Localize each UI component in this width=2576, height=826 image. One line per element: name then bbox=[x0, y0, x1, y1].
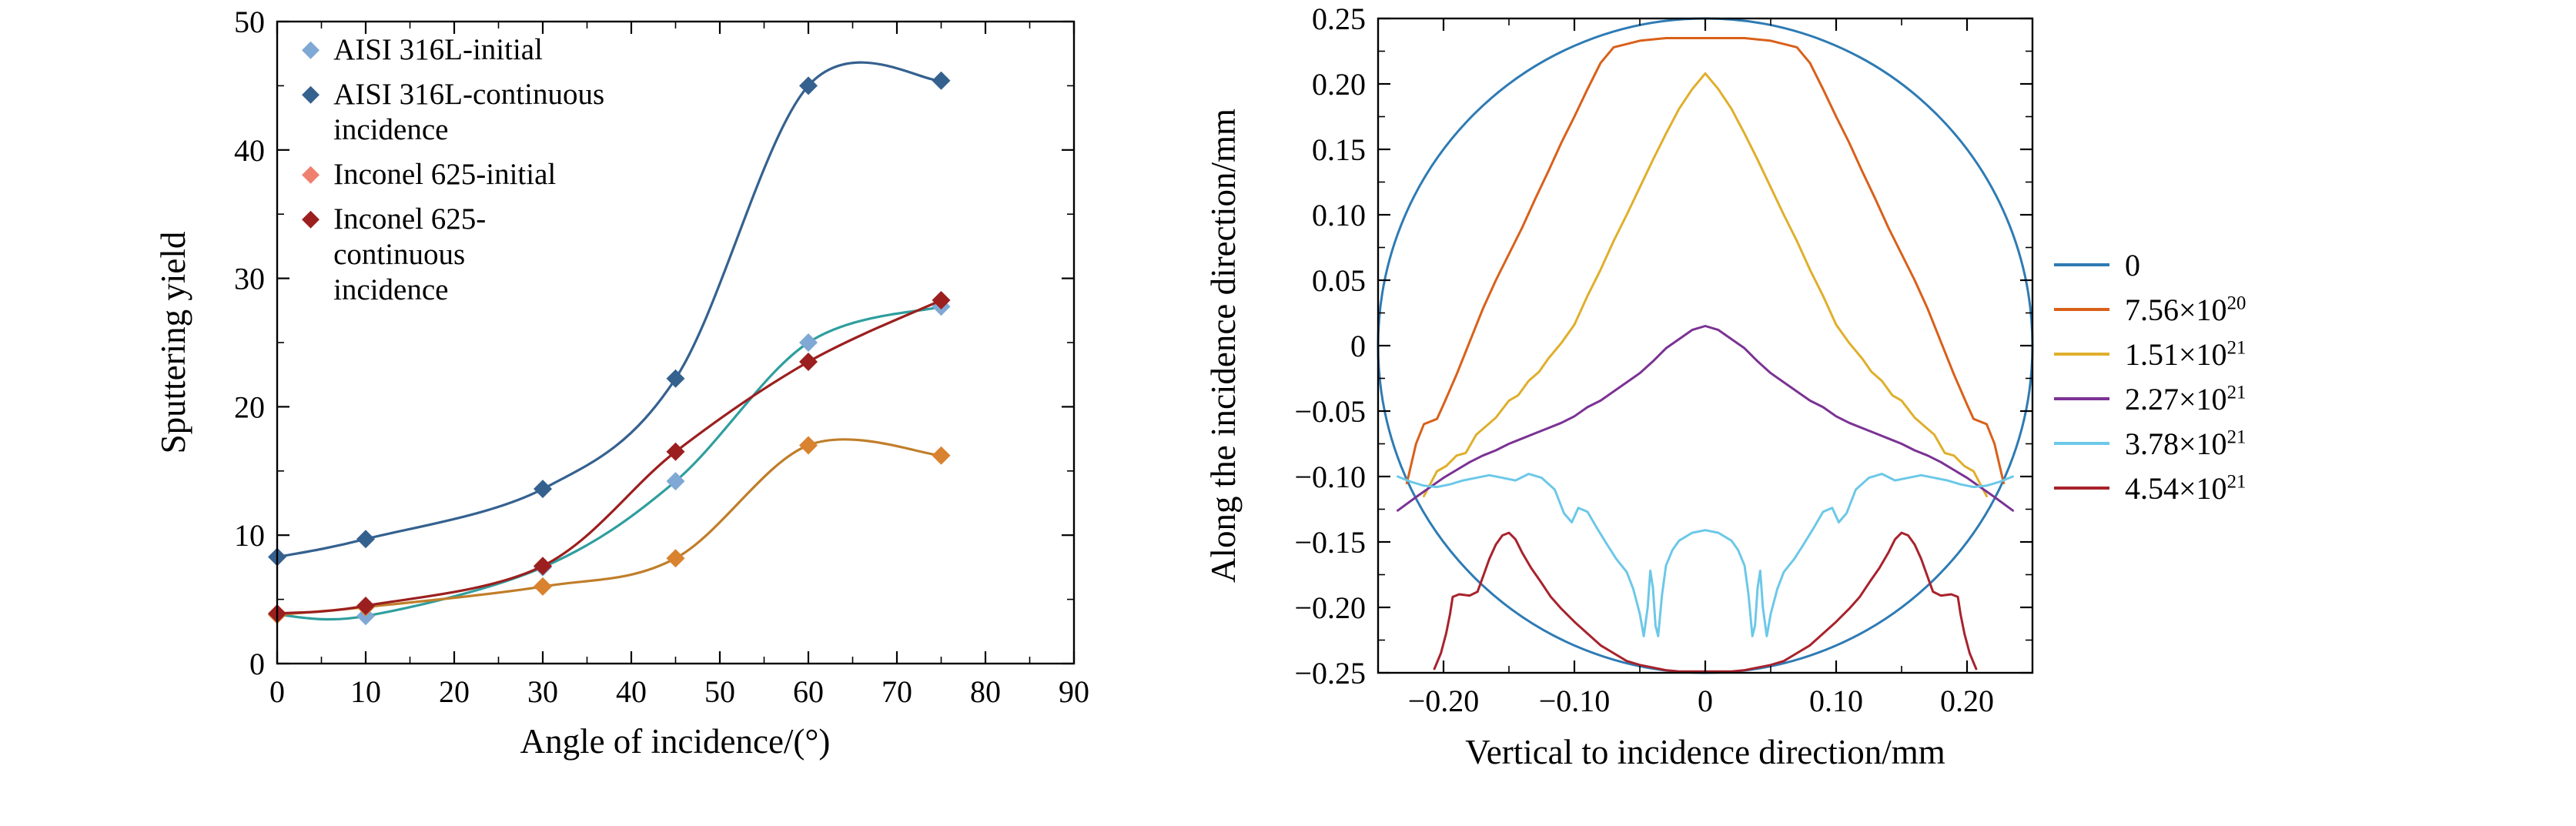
legend-label: 1.51×1021 bbox=[2125, 336, 2246, 372]
legend-line-sample bbox=[2054, 442, 2109, 445]
right-chart-legend: 0 7.56×1020 1.51×1021 2.27×1021 3.78×1021 4.5… bbox=[2054, 247, 2246, 506]
x-tick-label: 10 bbox=[350, 674, 381, 709]
x-tick-label: 50 bbox=[704, 674, 735, 709]
legend-marker-diamond: ◆ bbox=[302, 160, 320, 188]
x-tick-label: 0.20 bbox=[1940, 684, 1994, 718]
x-tick-label: 30 bbox=[527, 674, 558, 709]
legend-line-sample bbox=[2054, 397, 2109, 400]
x-tick-label: 40 bbox=[616, 674, 647, 709]
y-tick-label: 0 bbox=[249, 647, 265, 681]
left-chart-legend: ◆ AISI 316L-initial ◆ AISI 316L-continuous … bbox=[302, 32, 604, 308]
data-marker-diamond bbox=[534, 480, 552, 499]
legend-line-sample bbox=[2054, 353, 2109, 356]
y-tick-label: −0.10 bbox=[1294, 460, 1366, 494]
y-tick-label: −0.20 bbox=[1294, 590, 1366, 625]
data-marker-diamond bbox=[666, 549, 685, 568]
legend-label: 7.56×1020 bbox=[2125, 292, 2246, 327]
legend-label: 2.27×1021 bbox=[2125, 381, 2246, 416]
y-tick-label: 0.20 bbox=[1312, 67, 1366, 102]
legend-item: ◆ Inconel 625- continuous incidence bbox=[302, 202, 604, 308]
series-7.56e20 bbox=[1405, 37, 2006, 484]
y-tick-label: 0.25 bbox=[1312, 2, 1366, 36]
legend-label: AISI 316L-initial bbox=[333, 33, 543, 66]
data-marker-diamond bbox=[534, 557, 552, 576]
legend-item: 3.78×1021 bbox=[2054, 426, 2246, 461]
data-marker-diamond bbox=[799, 76, 818, 95]
legend-item: ◆ AISI 316L-initial bbox=[302, 32, 604, 68]
legend-label: 4.54×1021 bbox=[2125, 470, 2246, 506]
series-2.27e21 bbox=[1397, 325, 2014, 512]
plot-frame bbox=[1377, 17, 2034, 674]
y-tick-label: 20 bbox=[234, 390, 265, 424]
x-axis-label: Vertical to incidence direction/mm bbox=[1465, 733, 1945, 771]
x-tick-label: 20 bbox=[439, 674, 470, 709]
legend-label: 0 bbox=[2125, 247, 2140, 283]
legend-line-sample bbox=[2054, 487, 2109, 490]
legend-marker-diamond: ◆ bbox=[302, 205, 320, 232]
legend-item: 7.56×1020 bbox=[2054, 292, 2246, 327]
legend-label: AISI 316L-continuous incidence bbox=[333, 78, 605, 147]
legend-line-sample bbox=[2054, 263, 2109, 266]
x-axis-label: Angle of incidence/(°) bbox=[520, 722, 831, 761]
series-0 bbox=[1377, 17, 2034, 674]
y-tick-label: 0.05 bbox=[1312, 263, 1366, 298]
y-tick-label: 0 bbox=[1350, 329, 1366, 363]
y-tick-label: 40 bbox=[234, 133, 265, 168]
data-marker-diamond bbox=[666, 369, 685, 388]
x-tick-label: 0 bbox=[1698, 684, 1713, 718]
x-tick-label: 0.10 bbox=[1809, 684, 1863, 718]
x-tick-label: 0 bbox=[269, 674, 285, 709]
series-Inconel 625-continuous incidence bbox=[276, 299, 943, 615]
erosion-profile-chart: Vertical to incidence direction/mm Along… bbox=[1204, 2, 2034, 771]
x-tick-label: 70 bbox=[882, 674, 912, 709]
data-marker-diamond bbox=[932, 290, 951, 309]
legend-marker-diamond: ◆ bbox=[302, 80, 320, 108]
y-tick-label: 0.10 bbox=[1312, 198, 1366, 232]
data-marker-diamond bbox=[666, 472, 685, 491]
x-tick-label: −0.20 bbox=[1408, 684, 1480, 718]
data-marker-diamond bbox=[799, 353, 818, 372]
legend-label: Inconel 625-initial bbox=[333, 158, 557, 192]
series-1.51e21 bbox=[1423, 72, 1988, 497]
legend-item: 2.27×1021 bbox=[2054, 382, 2246, 416]
data-marker-diamond bbox=[799, 333, 818, 352]
x-tick-label: 80 bbox=[970, 674, 1001, 709]
y-axis-label: Sputtering yield bbox=[154, 232, 192, 454]
data-marker-diamond bbox=[799, 436, 818, 455]
y-tick-label: 0.15 bbox=[1312, 132, 1366, 167]
y-tick-label: −0.25 bbox=[1294, 656, 1366, 691]
x-tick-label: −0.10 bbox=[1539, 684, 1611, 718]
legend-line-sample bbox=[2054, 308, 2109, 311]
data-marker-diamond bbox=[932, 71, 951, 90]
y-tick-label: −0.15 bbox=[1294, 525, 1366, 560]
data-marker-diamond bbox=[356, 596, 375, 615]
legend-item: 0 bbox=[2054, 247, 2246, 283]
legend-label: 3.78×1021 bbox=[2125, 426, 2246, 461]
series-4.54e21 bbox=[1433, 531, 1978, 673]
series-AISI 316L-initial bbox=[276, 305, 943, 621]
legend-item: 1.51×1021 bbox=[2054, 336, 2246, 372]
data-marker-diamond bbox=[356, 530, 375, 549]
y-tick-label: 30 bbox=[234, 262, 265, 296]
x-tick-label: 60 bbox=[793, 674, 824, 709]
legend-item: 4.54×1021 bbox=[2054, 470, 2246, 506]
legend-item: ◆ AISI 316L-continuous incidence bbox=[302, 77, 604, 148]
data-marker-diamond bbox=[534, 577, 552, 596]
y-tick-label: 50 bbox=[234, 5, 265, 39]
y-tick-label: −0.05 bbox=[1294, 394, 1366, 429]
data-marker-diamond bbox=[666, 442, 685, 461]
series-Inconel 625-initial bbox=[276, 438, 943, 617]
sputtering-yield-chart: Angle of incidence/(°) Sputtering yield … bbox=[154, 5, 1089, 761]
legend-marker-diamond: ◆ bbox=[302, 35, 320, 62]
x-tick-label: 90 bbox=[1059, 674, 1089, 709]
data-marker-diamond bbox=[932, 446, 951, 465]
legend-label: Inconel 625- continuous incidence bbox=[333, 202, 487, 307]
y-axis-label: Along the incidence direction/mm bbox=[1204, 109, 1243, 583]
series-3.78e21 bbox=[1397, 473, 2014, 637]
legend-item: ◆ Inconel 625-initial bbox=[302, 157, 604, 192]
y-tick-label: 10 bbox=[234, 518, 265, 553]
